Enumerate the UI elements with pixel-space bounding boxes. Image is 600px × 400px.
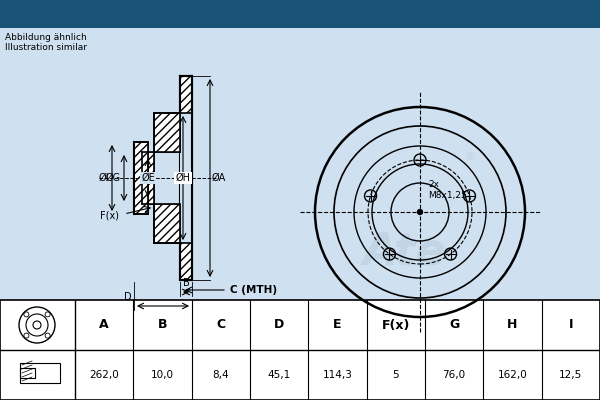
Text: A: A: [100, 318, 109, 332]
Bar: [154, 204, 180, 243]
Text: 8,4: 8,4: [212, 370, 229, 380]
Text: 76,0: 76,0: [443, 370, 466, 380]
Text: 114,3: 114,3: [323, 370, 352, 380]
Bar: [180, 76, 192, 280]
Text: Abbildung ähnlich: Abbildung ähnlich: [5, 33, 87, 42]
Text: 12,5: 12,5: [559, 370, 583, 380]
Text: C: C: [216, 318, 226, 332]
Bar: [142, 152, 154, 204]
Bar: [154, 113, 180, 152]
Bar: [142, 152, 154, 204]
Text: D: D: [274, 318, 284, 332]
Bar: [20, 363, 60, 383]
Text: 10,0: 10,0: [151, 370, 174, 380]
Text: H: H: [508, 318, 518, 332]
Text: F(x): F(x): [382, 318, 410, 332]
Bar: [179, 113, 193, 243]
Text: 45,1: 45,1: [268, 370, 291, 380]
Bar: [134, 142, 148, 214]
Text: I: I: [569, 318, 573, 332]
Text: ØE: ØE: [141, 173, 155, 183]
Circle shape: [418, 210, 422, 214]
Text: ØA: ØA: [212, 173, 226, 183]
Text: 5: 5: [392, 370, 399, 380]
Text: ØG: ØG: [106, 173, 121, 183]
Text: ØI: ØI: [98, 173, 109, 183]
Text: 2x
M8x1,25: 2x M8x1,25: [428, 180, 467, 200]
Bar: [0, 300, 600, 400]
Bar: [0, 0, 600, 28]
Text: Illustration similar: Illustration similar: [5, 43, 87, 52]
Text: 262,0: 262,0: [89, 370, 119, 380]
Text: 24.0110-0379.1: 24.0110-0379.1: [106, 5, 265, 23]
Bar: [134, 142, 148, 214]
Bar: [154, 204, 180, 243]
Text: B: B: [158, 318, 167, 332]
Text: Ate: Ate: [363, 230, 447, 274]
Text: C (MTH): C (MTH): [230, 285, 277, 295]
Text: ®: ®: [464, 152, 476, 162]
Bar: [20, 368, 35, 378]
Bar: [180, 76, 192, 280]
Text: 410379: 410379: [362, 5, 437, 23]
Text: 162,0: 162,0: [497, 370, 527, 380]
Text: D: D: [124, 292, 132, 302]
Text: F(x): F(x): [100, 211, 119, 221]
Text: B: B: [182, 278, 190, 288]
Bar: [154, 113, 180, 152]
Text: ØH: ØH: [176, 173, 191, 183]
Text: E: E: [333, 318, 342, 332]
Text: G: G: [449, 318, 459, 332]
